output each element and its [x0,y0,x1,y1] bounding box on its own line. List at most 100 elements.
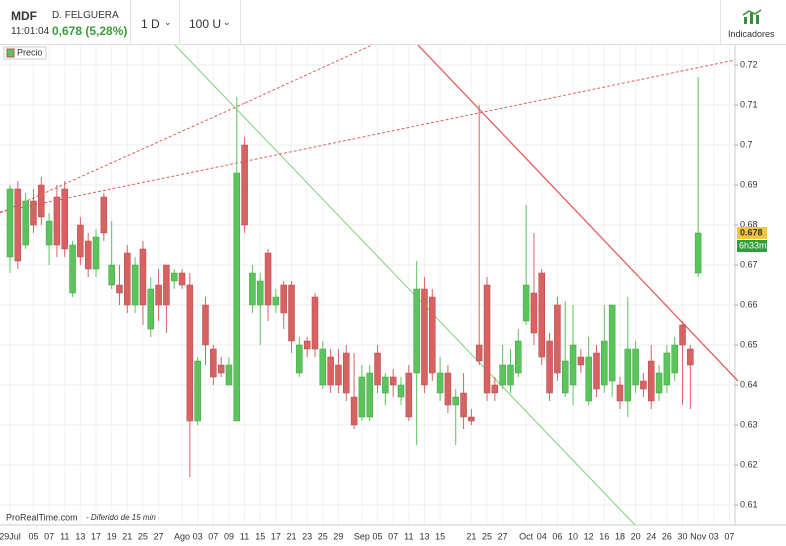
x-tick-label: 26 [662,531,672,541]
period-select[interactable]: 1 D ⌄ [131,0,180,44]
chart: Precio ProRealTime.com - Diferido de 15 … [0,45,786,541]
candle-body [69,244,76,294]
candle-body [84,240,92,270]
candle-body [679,324,686,346]
candle-body [296,344,303,374]
footer-brand: ProRealTime.com [6,512,78,522]
caret: ⌄ [223,17,231,27]
x-tick-label: 12 [584,531,594,541]
x-tick-label: 11 [240,531,249,541]
candle-body [77,224,84,258]
y-tick-label: 0.64 [740,379,758,389]
candle-body [624,348,632,402]
x-tick-label: 23 [302,531,312,541]
x-tick-label: 09 [224,531,234,541]
candle-body [647,360,655,402]
candle-body [561,360,569,394]
x-tick-label: 03 [709,531,719,541]
candle-body [522,284,530,322]
x-tick-label: 04 [537,531,547,541]
toolbar: MDF D. FELGUERA 11:01:04 0,678 (5,28%) 1… [0,0,786,45]
instrument[interactable]: MDF D. FELGUERA 11:01:04 0,678 (5,28%) [0,0,131,44]
trend-line [417,45,739,382]
candle-body [139,248,147,306]
candle-body [327,356,334,386]
candle-body [468,416,475,422]
units-select[interactable]: 100 U ⌄ [180,0,241,44]
candle-body [640,380,647,390]
candle-body [131,264,139,306]
y-tick-label: 0.72 [740,59,758,69]
candle-body [241,144,248,226]
x-tick-label: 05 [28,531,38,541]
x-tick-label: 29 [333,531,343,541]
candle-body [14,188,22,262]
candle-body [6,188,14,258]
candle-body [421,288,428,386]
candle-body [569,344,577,386]
candle-body [319,348,327,386]
candle-body [577,356,585,366]
indicators-icon [742,9,762,24]
candle-body [389,376,397,386]
candle-body [491,384,499,394]
candle-body [663,352,671,386]
x-tick-label: Nov [690,531,707,541]
x-tick-label: Oct [519,531,534,541]
candle-body [671,344,678,374]
y-tick-label: 0.7 [740,139,753,149]
x-tick-label: 21 [466,531,476,541]
timer-box [737,240,767,252]
candle-body [202,304,209,346]
candle-body [460,392,467,418]
y-tick-label: 0.63 [740,419,758,429]
candle-body [178,272,186,286]
candle-body [311,296,319,350]
last-price-label: 0.678 [740,227,763,237]
candle-body [256,280,264,306]
candle-body [108,264,115,286]
candle-body [92,236,100,270]
candle-body [343,352,350,394]
x-tick-label: 11 [60,531,69,541]
candle-body [530,292,538,334]
x-tick-label: 29Jul [0,531,21,541]
x-tick-label: 24 [646,531,656,541]
candle-body [272,296,280,306]
candle-body [475,344,483,362]
candle-body [499,364,506,386]
candle-body [554,304,561,374]
x-tick-label: 25 [138,531,148,541]
candle-body [233,172,241,422]
x-tick-label: 25 [318,531,328,541]
candle-body [601,340,608,386]
time: 11:01:04 [11,26,50,37]
candle-body [593,352,600,390]
candle-body [382,376,389,394]
candle-body [358,376,366,418]
trend-line [0,59,736,213]
candle-body [100,196,108,234]
candle-body [155,284,162,306]
candle-body [655,372,663,394]
indicators-button[interactable]: Indicadores [720,0,786,44]
x-tick-label: Sep [354,531,370,541]
candle-body [124,252,131,306]
x-tick-label: 17 [91,531,101,541]
y-tick-label: 0.67 [740,259,758,269]
candle-body [538,272,546,358]
price: 0,678 (5,28%) [52,24,128,38]
legend-label: Precio [17,47,43,57]
x-tick-label: 21 [122,531,132,541]
candle-body [303,340,311,350]
y-tick-label: 0.66 [740,299,758,309]
period: 1 D [141,17,160,31]
candle-body [264,252,272,306]
y-tick-label: 0.62 [740,459,758,469]
y-tick-label: 0.69 [740,179,758,189]
y-tick-label: 0.61 [740,499,758,509]
x-tick-label: 06 [552,531,562,541]
y-tick-label: 0.71 [740,99,758,109]
candle-body [413,288,420,374]
